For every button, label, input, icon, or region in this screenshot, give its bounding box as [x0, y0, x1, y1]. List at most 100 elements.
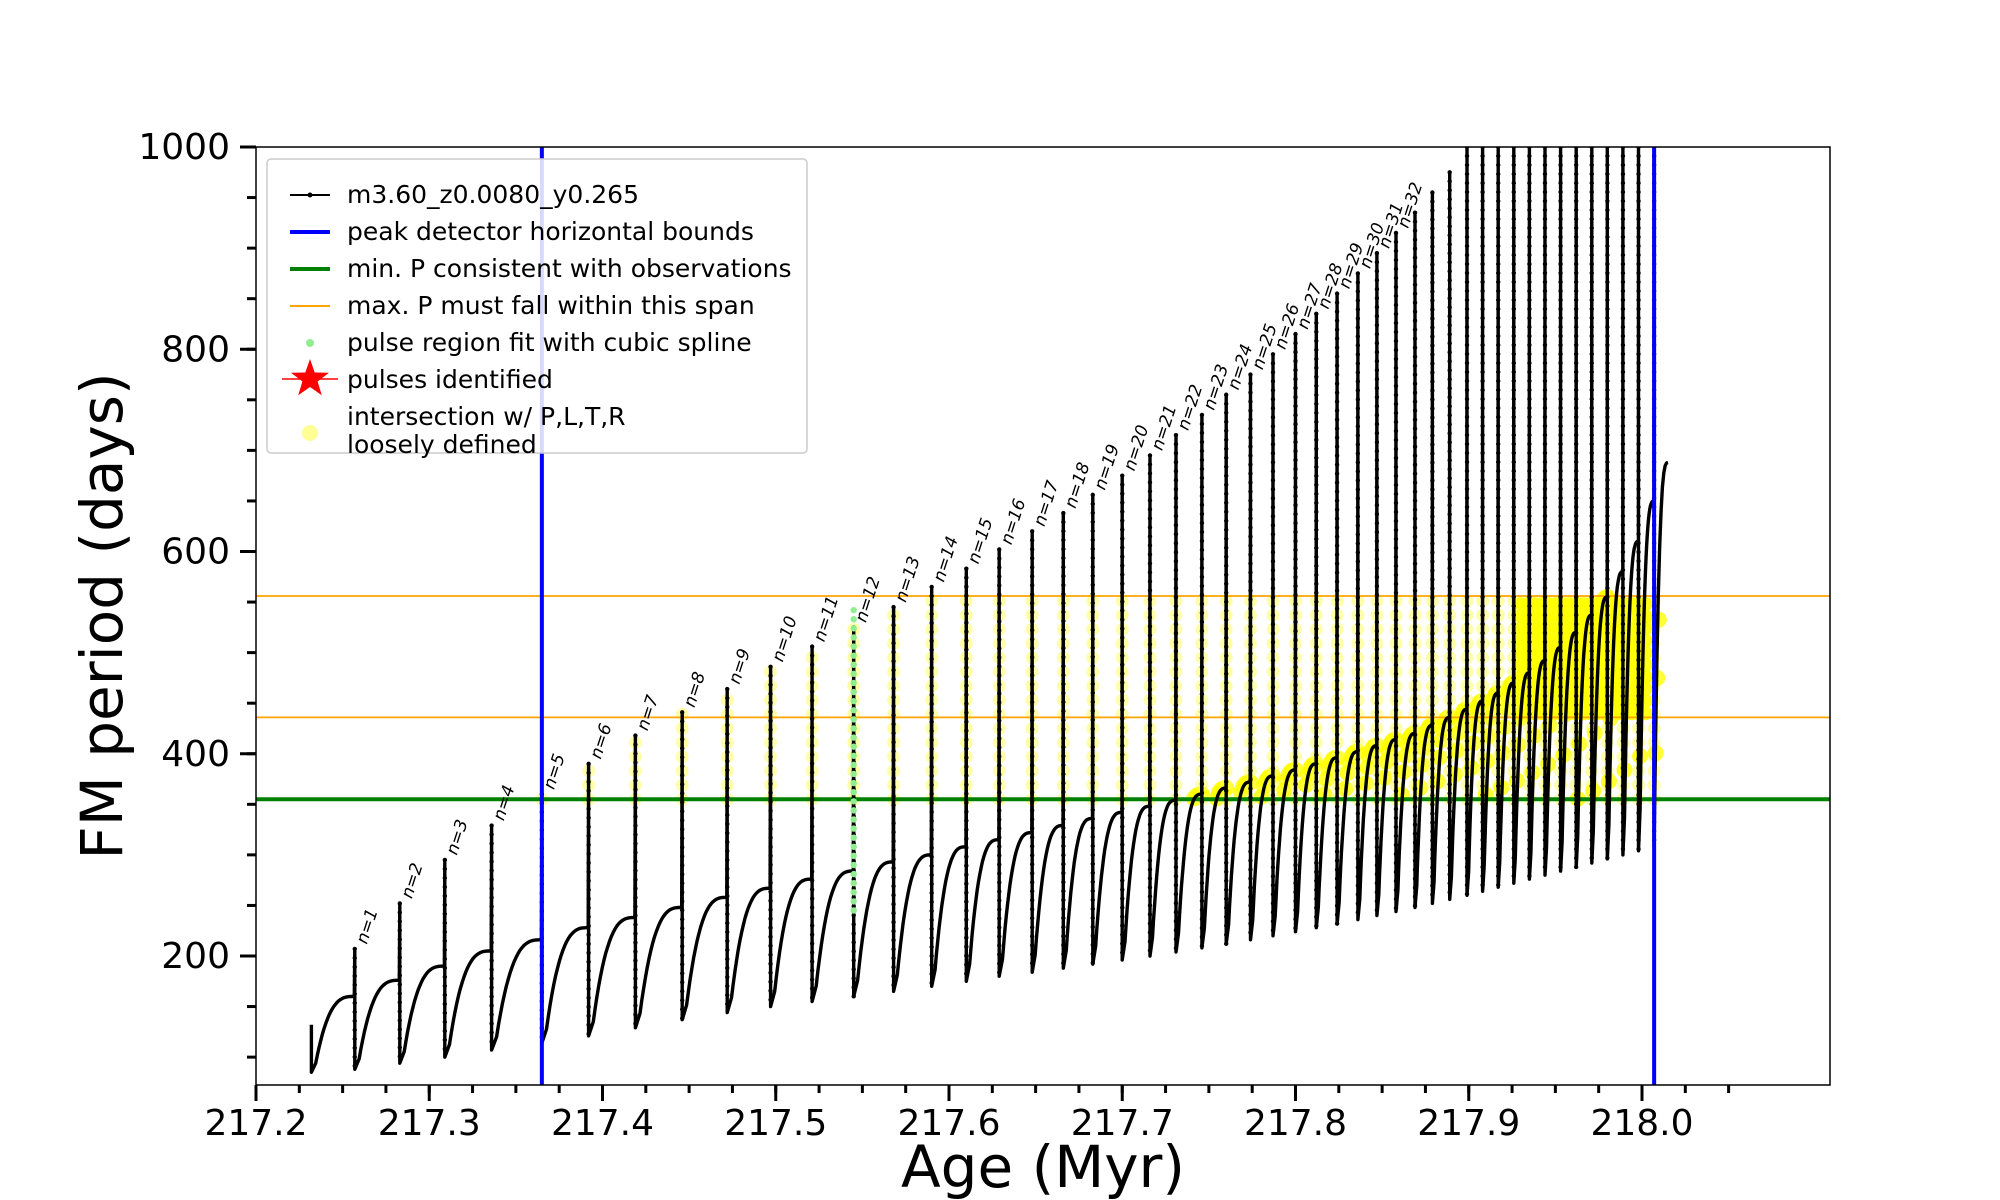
track-point — [1412, 246, 1418, 251]
track-point — [1636, 216, 1641, 222]
track-point — [1314, 491, 1319, 497]
track-point — [1464, 405, 1470, 411]
track-point — [809, 788, 815, 793]
track-point — [1374, 295, 1380, 301]
track-point — [1447, 809, 1452, 814]
spline-point — [850, 707, 857, 714]
track-point — [1355, 802, 1361, 807]
track-point — [964, 710, 969, 715]
track-point — [1527, 549, 1532, 555]
track-point — [1447, 395, 1452, 400]
track-point — [1447, 701, 1452, 706]
track-point — [1412, 417, 1418, 422]
track-point — [1199, 448, 1205, 454]
track-point — [1620, 576, 1626, 582]
track-point — [1558, 279, 1563, 285]
track-point — [768, 943, 773, 948]
track-point — [442, 956, 448, 962]
track-point — [679, 962, 685, 967]
track-point — [768, 907, 773, 912]
track-point — [1447, 206, 1452, 211]
track-point — [633, 787, 638, 792]
track-point — [1542, 459, 1548, 465]
track-point — [1374, 655, 1380, 661]
track-point — [1589, 783, 1594, 789]
track-point — [1147, 858, 1153, 863]
track-point — [1393, 635, 1399, 641]
track-point — [1248, 858, 1253, 863]
track-point — [1374, 880, 1380, 886]
track-point — [1558, 198, 1563, 204]
track-point — [1496, 396, 1501, 402]
track-point — [1573, 297, 1579, 303]
track-point — [1430, 802, 1435, 807]
track-point — [352, 982, 357, 988]
track-point — [1293, 907, 1298, 913]
track-point — [442, 911, 448, 917]
pulse-label: n=8 — [680, 669, 710, 709]
track-point — [1605, 747, 1610, 753]
track-point — [1527, 540, 1532, 546]
track-point — [1293, 556, 1298, 562]
track-point — [1090, 951, 1095, 957]
track-point — [768, 790, 773, 795]
track-point — [1527, 711, 1532, 717]
track-point — [1447, 782, 1452, 787]
track-point — [1573, 441, 1579, 447]
track-point — [1527, 630, 1532, 636]
track-point — [1430, 883, 1435, 888]
track-point — [1270, 847, 1276, 852]
track-point — [1293, 646, 1298, 652]
track-point — [633, 877, 638, 882]
track-point — [1147, 813, 1153, 818]
track-point — [1430, 460, 1435, 465]
track-point — [1412, 813, 1418, 818]
track-point — [1447, 431, 1452, 436]
track-point — [1120, 626, 1125, 631]
track-point — [1464, 387, 1470, 393]
track-point — [1090, 528, 1095, 534]
track-point — [1558, 801, 1563, 807]
track-point — [1636, 765, 1641, 771]
track-point — [1464, 549, 1470, 555]
track-point — [1636, 837, 1641, 843]
track-point — [929, 620, 934, 626]
track-point — [1355, 343, 1361, 348]
track-point — [1527, 504, 1532, 510]
track-point — [1605, 567, 1610, 573]
track-point — [1496, 504, 1501, 510]
track-point — [1061, 897, 1066, 903]
track-point — [964, 872, 969, 877]
track-point — [633, 832, 638, 837]
track-point — [1412, 624, 1418, 629]
track-point — [1605, 234, 1610, 240]
track-point — [1412, 381, 1418, 386]
track-point — [1293, 763, 1298, 769]
track-point — [1090, 942, 1095, 948]
track-point — [1173, 847, 1179, 852]
track-point — [1430, 829, 1435, 834]
track-point — [1496, 450, 1501, 456]
track-point — [1430, 334, 1435, 339]
track-point — [1573, 621, 1579, 627]
track-point — [1636, 630, 1641, 636]
track-point — [1393, 905, 1399, 911]
track-point — [1293, 520, 1298, 526]
track-point — [1447, 359, 1452, 364]
track-point — [1573, 711, 1579, 717]
track-point — [1447, 512, 1452, 517]
track-point — [1355, 694, 1361, 699]
track-point — [964, 719, 969, 724]
track-point — [1589, 774, 1594, 780]
track-point — [1447, 314, 1452, 319]
track-point — [1393, 464, 1399, 470]
track-point — [586, 1031, 591, 1037]
track-point — [1511, 504, 1516, 510]
track-point — [964, 728, 969, 733]
track-point — [1173, 496, 1179, 501]
track-point — [1527, 216, 1532, 222]
track-point — [1573, 765, 1579, 771]
track-point — [1334, 399, 1340, 404]
track-point — [1224, 401, 1229, 406]
track-point — [1636, 828, 1641, 834]
